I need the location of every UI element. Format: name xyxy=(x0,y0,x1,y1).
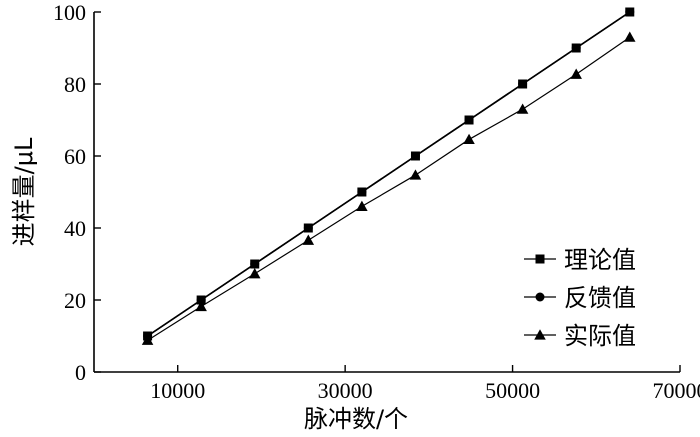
triangle-marker xyxy=(624,31,636,42)
legend-item: 理论值 xyxy=(524,246,636,274)
circle-marker xyxy=(625,7,635,17)
y-tick-label: 60 xyxy=(64,144,86,169)
circle-marker xyxy=(464,115,474,125)
y-tick-label: 40 xyxy=(64,216,86,241)
x-axis-title: 脉冲数/个 xyxy=(304,405,408,433)
x-tick-label: 70000 xyxy=(653,378,700,403)
axes xyxy=(93,12,680,373)
series-line xyxy=(147,36,631,341)
series-triangle xyxy=(141,31,636,345)
triangle-marker xyxy=(248,267,261,279)
x-tick-label: 30000 xyxy=(318,378,373,403)
y-tick-label: 80 xyxy=(64,72,86,97)
circle-marker xyxy=(571,43,581,53)
triangle-marker xyxy=(409,169,422,180)
y-tick-label: 100 xyxy=(53,0,86,25)
triangle-marker xyxy=(516,103,529,114)
legend-label: 反馈值 xyxy=(564,284,636,312)
circle-marker xyxy=(410,151,420,161)
circle-marker xyxy=(303,223,313,233)
x-ticks: 10000 30000 50000 70000 xyxy=(150,365,700,403)
x-tick-label: 50000 xyxy=(485,378,540,403)
triangle-marker xyxy=(356,200,368,211)
circle-marker xyxy=(357,187,367,197)
legend-label: 理论值 xyxy=(564,246,636,274)
x-tick-label: 10000 xyxy=(150,378,205,403)
y-tick-label: 20 xyxy=(64,288,86,313)
circle-marker xyxy=(250,259,260,269)
y-ticks: 0 20 40 60 80 100 xyxy=(53,0,101,385)
legend-item: 反馈值 xyxy=(524,284,636,312)
triangle-marker xyxy=(463,133,475,145)
circle-marker xyxy=(196,295,206,305)
circle-marker xyxy=(535,292,545,302)
triangle-marker xyxy=(141,334,154,345)
y-axis-title: 进样量/μL xyxy=(10,137,38,246)
triangle-marker xyxy=(195,300,207,312)
y-tick-label: 0 xyxy=(75,360,86,385)
legend-label: 实际值 xyxy=(564,322,636,350)
series-circle xyxy=(143,7,635,341)
circle-marker xyxy=(518,79,528,89)
triangle-marker xyxy=(570,68,582,79)
series-line xyxy=(147,11,631,337)
series-layer xyxy=(141,7,636,345)
triangle-marker xyxy=(302,234,315,245)
triangle-marker xyxy=(534,329,546,340)
legend-item: 实际值 xyxy=(524,322,636,350)
square-marker xyxy=(535,254,545,264)
